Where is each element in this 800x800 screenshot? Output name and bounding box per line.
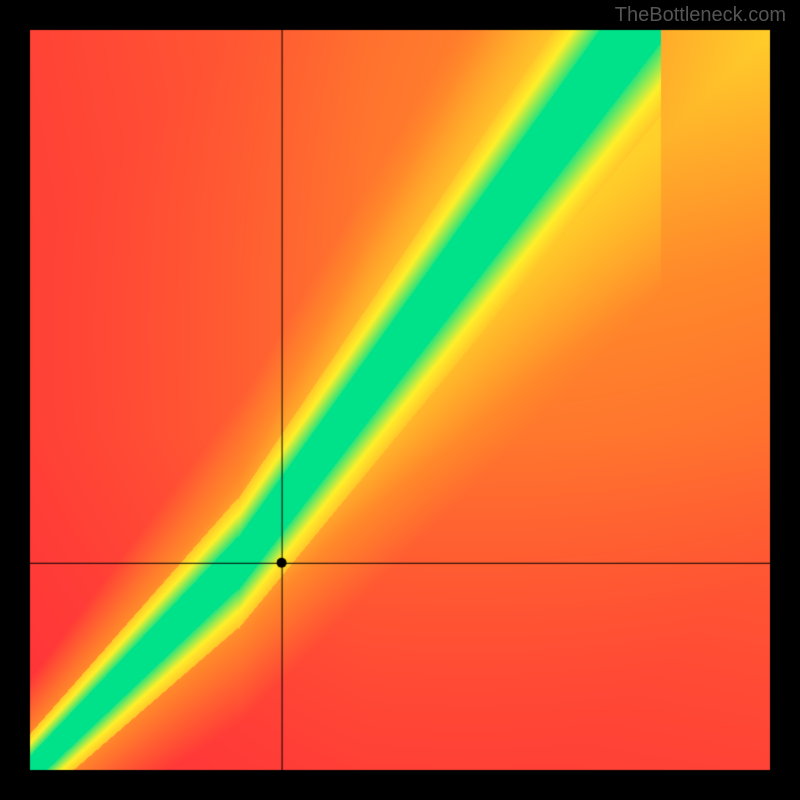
chart-container: TheBottleneck.com bbox=[0, 0, 800, 800]
bottleneck-heatmap bbox=[0, 0, 800, 800]
watermark-label: TheBottleneck.com bbox=[615, 4, 786, 27]
